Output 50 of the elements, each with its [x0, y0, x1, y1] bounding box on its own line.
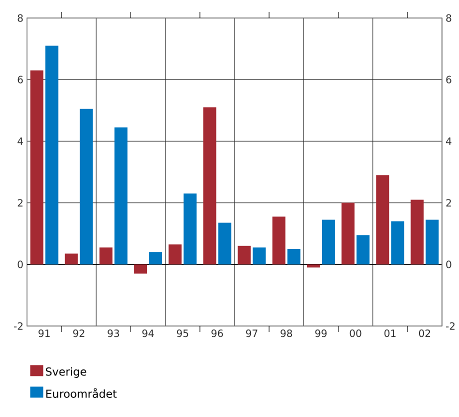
- bar: [238, 246, 251, 264]
- legend-label: Euroområdet: [46, 388, 117, 398]
- y-tick-label: 8: [18, 14, 23, 22]
- y-tick-label: 6: [18, 76, 23, 84]
- bar: [45, 46, 58, 264]
- y2-tick-label: 8: [446, 14, 452, 22]
- bar: [134, 264, 148, 274]
- bar: [342, 202, 355, 264]
- y-tick-label: 4: [18, 138, 23, 145]
- bar: [168, 244, 182, 264]
- x-tick-label: 01: [384, 330, 396, 338]
- x-tick-label: 02: [419, 330, 430, 338]
- bar: [218, 222, 232, 264]
- bar: [287, 248, 300, 264]
- bar: [64, 254, 78, 264]
- bar: [80, 108, 93, 264]
- x-tick-label: 99: [315, 330, 327, 338]
- y2-tick-label: 2: [446, 199, 451, 206]
- bar: [99, 247, 112, 264]
- x-tick-label: 96: [211, 330, 223, 338]
- bar: [252, 247, 266, 264]
- y2-tick-label: -2: [446, 322, 455, 330]
- bar: [376, 175, 390, 264]
- bar: [272, 216, 286, 264]
- y2-tick-label: 0: [446, 260, 452, 268]
- x-tick-label: 92: [73, 330, 84, 338]
- y-tick-label: -2: [14, 322, 22, 330]
- bar: [356, 235, 370, 264]
- legend-label: Sverige: [46, 367, 86, 378]
- x-tick-label: 91: [38, 330, 50, 338]
- y2-tick-label: 4: [446, 138, 452, 145]
- x-tick-label: 00: [350, 330, 362, 338]
- bar: [114, 127, 128, 264]
- bar: [149, 252, 162, 264]
- bar: [322, 220, 335, 264]
- y-tick-label: 2: [18, 199, 22, 206]
- x-tick-label: 95: [176, 330, 188, 338]
- bar: [203, 107, 216, 264]
- bar: [30, 70, 44, 264]
- bar: [426, 220, 439, 264]
- bar: [391, 221, 404, 264]
- y-tick-label: 0: [18, 260, 23, 268]
- y2-tick-label: 6: [446, 76, 452, 84]
- x-tick-label: 97: [246, 330, 258, 338]
- bar: [184, 194, 197, 264]
- bar: [410, 200, 424, 264]
- bar: [306, 264, 320, 268]
- x-tick-label: 94: [142, 330, 154, 338]
- x-tick-label: 93: [108, 330, 120, 338]
- x-tick-label: 98: [280, 330, 292, 338]
